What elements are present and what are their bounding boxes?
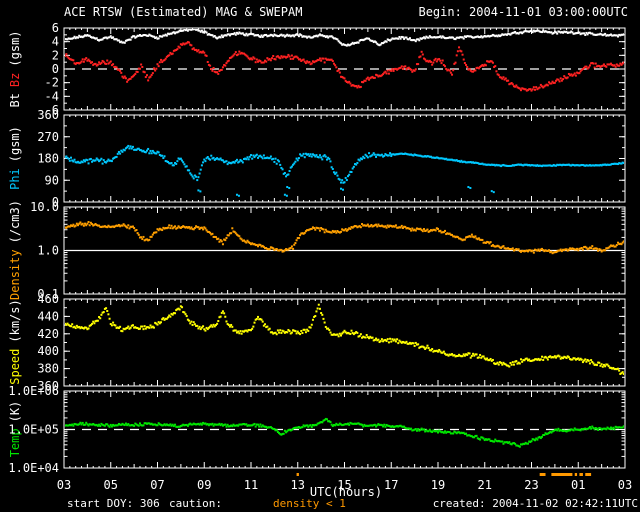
panel-temp-points	[65, 417, 624, 448]
x-tick-label: 05	[104, 478, 118, 492]
x-tick-label: 09	[197, 478, 211, 492]
page-title: ACE RTSW (Estimated) MAG & SWEPAM	[64, 5, 303, 19]
y-tick-label: 0	[52, 195, 59, 209]
y-tick-label: -4	[45, 89, 59, 103]
panel-phi: 0 90 180 270 360	[37, 108, 626, 209]
panel-temp: 1.0E+04 1.0E+05 1.0E+06	[8, 384, 626, 475]
y-tick-label: 360	[37, 108, 59, 122]
y-tick-label: 180	[37, 152, 59, 166]
panel-speed-points	[65, 303, 624, 375]
x-tick-label: 03	[57, 478, 71, 492]
y-tick-label: 2	[52, 48, 59, 62]
y-tick-label: 4	[52, 35, 59, 49]
created-timestamp: created: 2004-11-02 02:42:11UTC	[432, 497, 638, 510]
x-axis-label: UTC(hours)	[309, 485, 383, 499]
x-tick-label: 13	[291, 478, 305, 492]
y-tick-label: 1.0E+04	[8, 461, 59, 475]
panel-density: 0.1 1.0 10.0	[30, 200, 626, 301]
y-tick-label: -2	[45, 76, 59, 90]
panel-bt-bz-points	[65, 29, 624, 92]
panel-density-points	[65, 221, 624, 255]
y-tick-label: 6	[52, 21, 59, 35]
x-tick-label: 03	[618, 478, 632, 492]
x-tick-label: 17	[384, 478, 398, 492]
x-tick-label: 01	[571, 478, 585, 492]
y-tick-label: 10.0	[30, 200, 59, 214]
y-tick-label: 270	[37, 130, 59, 144]
y-tick-label: 400	[37, 344, 59, 358]
panel-speed: 360 380 400 420 440 460	[37, 292, 626, 393]
y-tick-label: 0	[52, 62, 59, 76]
y-tick-label: 380	[37, 362, 59, 376]
y-tick-label: 460	[37, 292, 59, 306]
y-tick-label: 1.0E+06	[8, 384, 59, 398]
y-tick-label: -6	[45, 103, 59, 117]
x-tick-label: 15	[337, 478, 351, 492]
y-tick-label: 420	[37, 327, 59, 341]
x-tick-label: 19	[431, 478, 445, 492]
x-tick-label: 21	[478, 478, 492, 492]
y-tick-label: 1.0E+05	[8, 423, 59, 437]
y-tick-label: 0.1	[37, 287, 59, 301]
caution-marks	[296, 473, 592, 476]
x-tick-label: 11	[244, 478, 258, 492]
x-tick-label: 23	[524, 478, 538, 492]
x-tick-labels: 03 05 07 09 11 13 15 17 19 21 23 01 03	[57, 478, 632, 492]
x-tick-label: 07	[150, 478, 164, 492]
panel-phi-points	[65, 144, 624, 197]
caution-value: density < 1	[273, 497, 346, 510]
caution-label: caution:	[169, 497, 222, 510]
start-doy-label: start DOY: 306	[67, 497, 160, 510]
y-tick-label: 360	[37, 379, 59, 393]
y-tick-label: 90	[45, 173, 59, 187]
y-tick-label: 1.0	[37, 244, 59, 258]
begin-timestamp: Begin: 2004-11-01 03:00:00UTC	[418, 5, 628, 19]
y-tick-label: 440	[37, 309, 59, 323]
